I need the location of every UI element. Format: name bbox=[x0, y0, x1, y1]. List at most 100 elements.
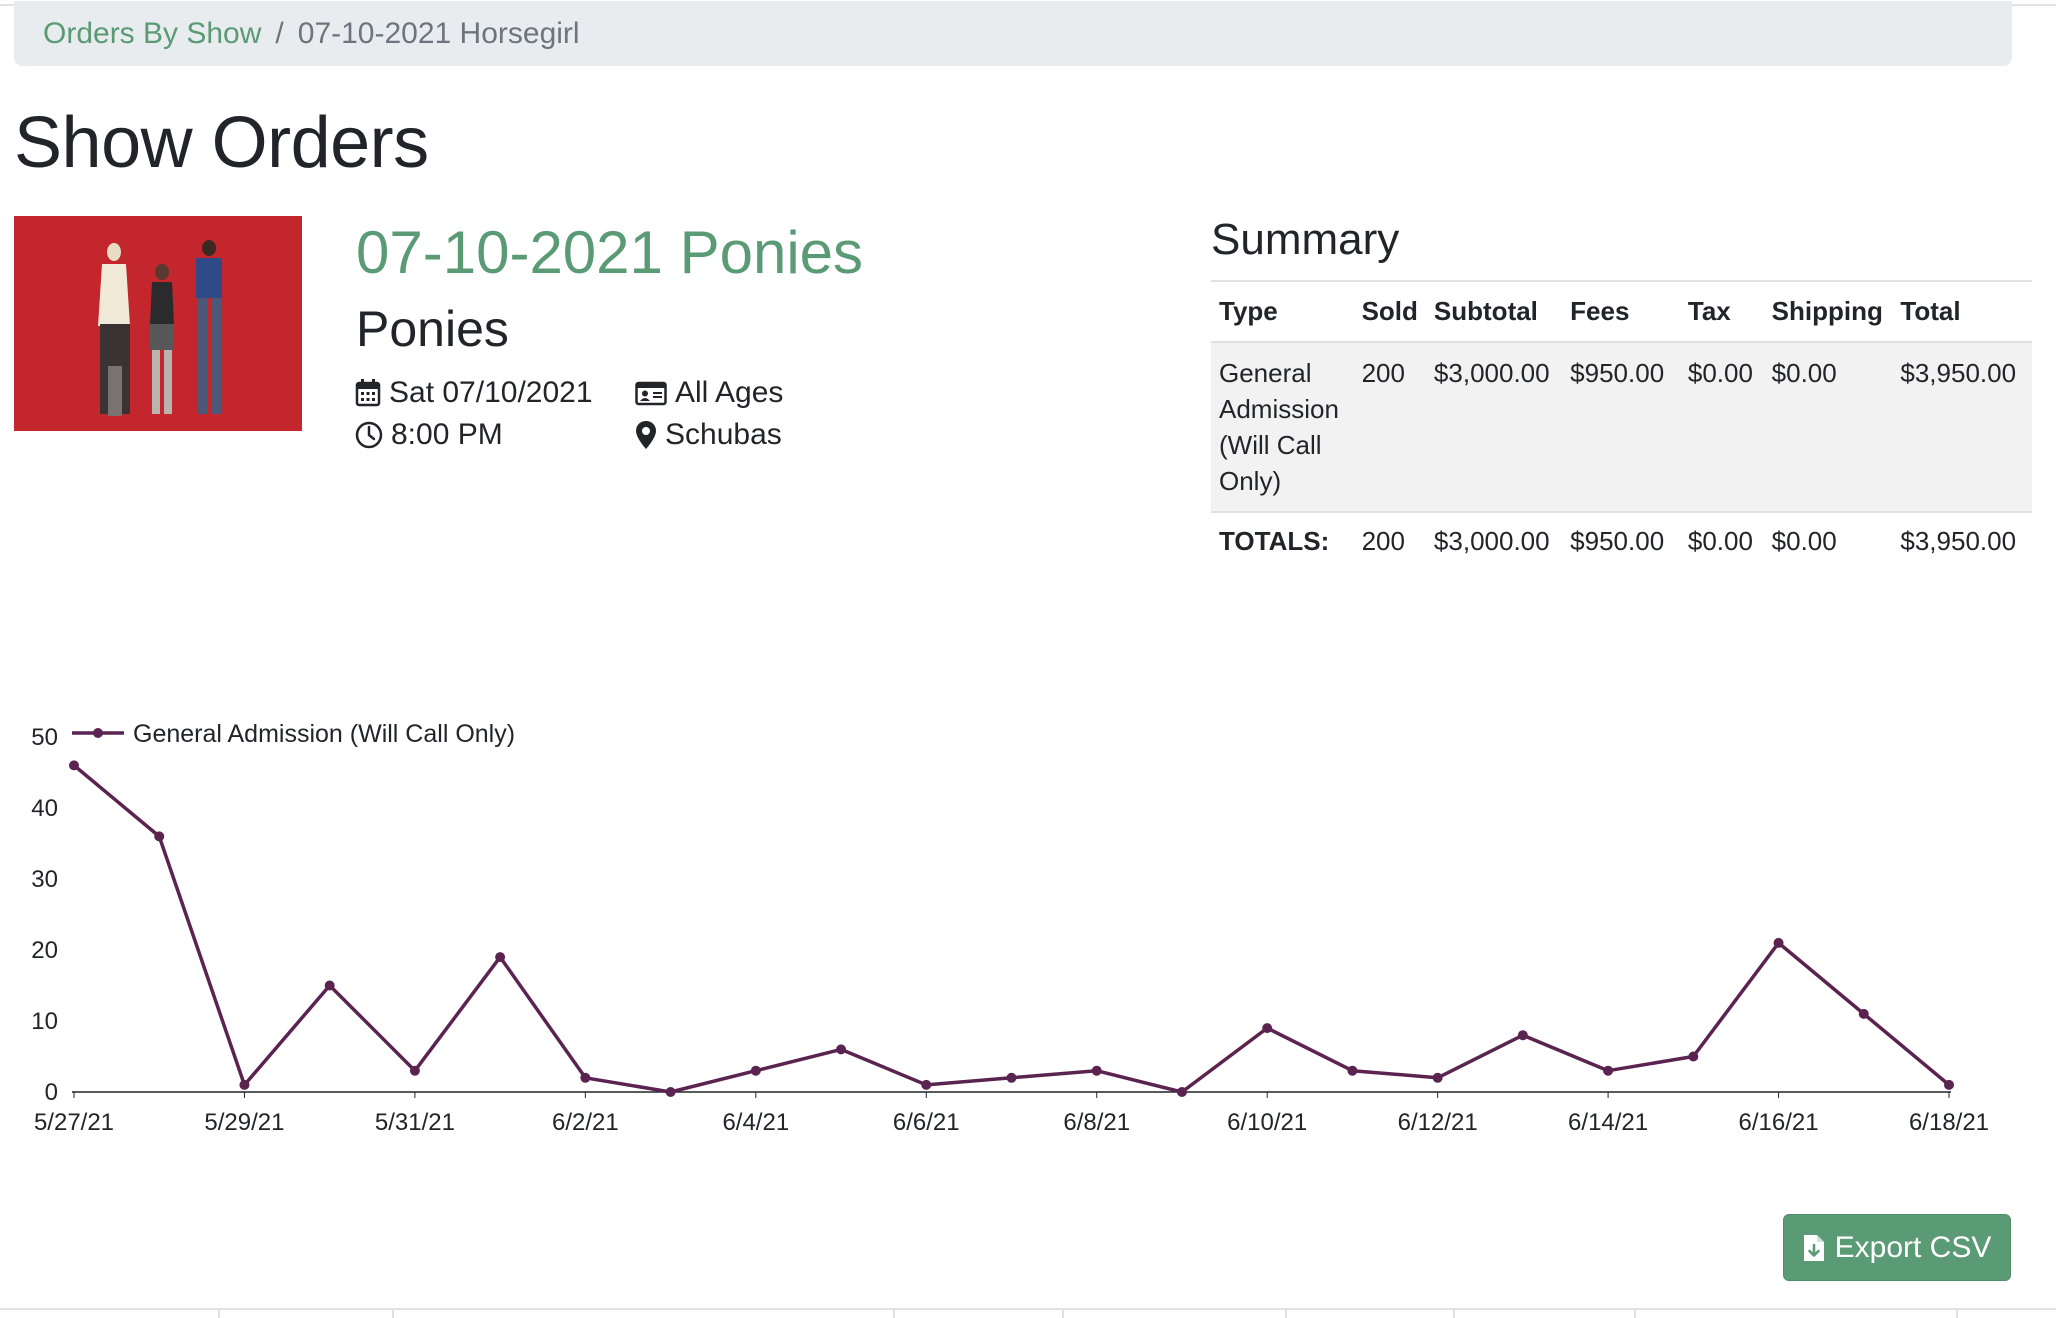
breadcrumb-orders-by-show-link[interactable]: Orders By Show bbox=[43, 16, 262, 50]
x-tick-label: 6/2/21 bbox=[552, 1109, 619, 1136]
cell-shipping: $0.00 bbox=[1763, 342, 1893, 513]
y-tick-label: 20 bbox=[31, 937, 58, 964]
data-point[interactable] bbox=[1176, 1087, 1187, 1097]
summary-table: Type Sold Subtotal Fees Tax Shipping Tot… bbox=[1211, 280, 2032, 571]
export-csv-button[interactable]: Export CSV bbox=[1783, 1214, 2011, 1281]
show-title-link[interactable]: 07-10-2021 Ponies bbox=[356, 219, 864, 286]
show-ages: All Ages bbox=[635, 376, 783, 410]
bottom-divider bbox=[1956, 1308, 1958, 1318]
show-date: Sat 07/10/2021 bbox=[355, 376, 593, 410]
y-tick-label: 40 bbox=[31, 795, 58, 822]
cell-subtotal: $3,000.00 bbox=[1425, 342, 1563, 513]
show-ages-text: All Ages bbox=[675, 376, 784, 409]
x-tick-label: 5/29/21 bbox=[204, 1109, 284, 1136]
show-image bbox=[14, 216, 302, 431]
summary-title: Summary bbox=[1211, 215, 1400, 264]
column-header-shipping: Shipping bbox=[1763, 280, 1893, 343]
legend-label: General Admission (Will Call Only) bbox=[133, 720, 515, 748]
id-card-icon bbox=[635, 381, 667, 406]
show-venue: Schubas bbox=[635, 418, 782, 452]
table-row: General Admission (Will Call Only) 200 $… bbox=[1211, 342, 2032, 513]
y-tick-label: 10 bbox=[31, 1008, 58, 1035]
data-point[interactable] bbox=[836, 1044, 847, 1055]
x-tick-label: 6/12/21 bbox=[1398, 1109, 1478, 1136]
data-point[interactable] bbox=[1688, 1051, 1699, 1062]
show-time-text: 8:00 PM bbox=[391, 418, 503, 451]
y-tick-label: 0 bbox=[45, 1079, 58, 1106]
data-point[interactable] bbox=[580, 1072, 591, 1083]
series-line bbox=[72, 764, 1951, 1094]
data-point[interactable] bbox=[1006, 1072, 1017, 1083]
bottom-divider bbox=[1453, 1308, 1455, 1318]
x-tick-label: 6/18/21 bbox=[1909, 1109, 1989, 1136]
bottom-divider bbox=[1062, 1308, 1064, 1318]
data-point[interactable] bbox=[1858, 1008, 1869, 1019]
cell-sold: 200 bbox=[1353, 342, 1426, 513]
data-point[interactable] bbox=[1262, 1023, 1273, 1034]
column-header-type: Type bbox=[1211, 280, 1354, 343]
column-header-total: Total bbox=[1892, 280, 2032, 343]
show-time: 8:00 PM bbox=[355, 418, 503, 452]
summary-header-row: Type Sold Subtotal Fees Tax Shipping Tot… bbox=[1211, 280, 2032, 343]
x-tick-label: 6/16/21 bbox=[1739, 1109, 1819, 1136]
data-point[interactable] bbox=[1432, 1072, 1443, 1083]
clock-icon bbox=[355, 421, 383, 449]
totals-fees: $950.00 bbox=[1570, 526, 1665, 556]
sales-line-chart: 0 10 20 30 40 50 5/27/21 5/29/21 5/31/21 6/2/21 6… bbox=[31, 720, 1989, 1136]
totals-tax: $0.00 bbox=[1687, 526, 1753, 556]
show-subtitle: Ponies bbox=[356, 301, 509, 357]
totals-sold: 200 bbox=[1361, 526, 1405, 556]
bottom-divider bbox=[392, 1308, 394, 1318]
data-point[interactable] bbox=[495, 952, 506, 963]
data-point[interactable] bbox=[69, 760, 79, 771]
data-point[interactable] bbox=[1091, 1065, 1102, 1076]
y-tick-label: 50 bbox=[31, 724, 58, 751]
data-point[interactable] bbox=[1944, 1079, 1954, 1090]
data-point[interactable] bbox=[921, 1079, 932, 1090]
cell-type: General Admission (Will Call Only) bbox=[1211, 342, 1354, 513]
bottom-table-border bbox=[0, 1308, 2056, 1310]
totals-row: TOTALS: 200 $3,000.00 $950.00 $0.00 $0.0… bbox=[1211, 512, 2032, 571]
bottom-divider bbox=[218, 1308, 220, 1318]
show-venue-text: Schubas bbox=[665, 418, 782, 451]
show-date-text: Sat 07/10/2021 bbox=[389, 376, 593, 409]
data-point[interactable] bbox=[1347, 1065, 1358, 1076]
data-point[interactable] bbox=[239, 1079, 250, 1090]
totals-shipping: $0.00 bbox=[1771, 526, 1837, 556]
x-tick-label: 6/4/21 bbox=[722, 1109, 789, 1136]
bottom-divider bbox=[1634, 1308, 1636, 1318]
export-csv-label: Export CSV bbox=[1834, 1230, 1992, 1264]
column-header-subtotal: Subtotal bbox=[1425, 280, 1563, 343]
file-download-icon bbox=[1803, 1234, 1824, 1261]
x-axis-ticks bbox=[73, 1092, 1950, 1098]
show-artwork bbox=[14, 216, 302, 431]
map-pin-icon bbox=[636, 421, 656, 449]
data-point[interactable] bbox=[409, 1065, 420, 1076]
cell-fees: $950.00 bbox=[1562, 342, 1680, 513]
data-point[interactable] bbox=[1603, 1065, 1614, 1076]
column-header-tax: Tax bbox=[1679, 280, 1764, 343]
chart-legend: General Admission (Will Call Only) bbox=[72, 720, 515, 748]
x-tick-label: 6/14/21 bbox=[1568, 1109, 1648, 1136]
breadcrumb-current: 07-10-2021 Horsegirl bbox=[297, 16, 580, 50]
totals-total: $3,950.00 bbox=[1900, 526, 2017, 556]
breadcrumb: Orders By Show / 07-10-2021 Horsegirl bbox=[14, 1, 2012, 66]
data-point[interactable] bbox=[750, 1065, 761, 1076]
cell-total: $3,950.00 bbox=[1892, 342, 2032, 513]
legend-point-marker bbox=[93, 728, 103, 738]
y-axis-labels: 0 10 20 30 40 50 bbox=[31, 724, 58, 1106]
data-point[interactable] bbox=[665, 1087, 676, 1097]
x-tick-label: 6/10/21 bbox=[1227, 1109, 1307, 1136]
x-tick-label: 5/31/21 bbox=[375, 1109, 455, 1136]
column-header-sold: Sold bbox=[1353, 280, 1426, 343]
page-title: Show Orders bbox=[14, 103, 429, 183]
x-tick-label: 6/6/21 bbox=[893, 1109, 960, 1136]
data-point[interactable] bbox=[1517, 1030, 1528, 1041]
data-point[interactable] bbox=[324, 980, 335, 991]
calendar-icon bbox=[355, 379, 381, 407]
x-tick-label: 5/27/21 bbox=[34, 1109, 114, 1136]
data-point[interactable] bbox=[154, 831, 165, 842]
data-point[interactable] bbox=[1773, 937, 1784, 948]
column-header-fees: Fees bbox=[1562, 280, 1680, 343]
breadcrumb-separator: / bbox=[275, 16, 284, 50]
